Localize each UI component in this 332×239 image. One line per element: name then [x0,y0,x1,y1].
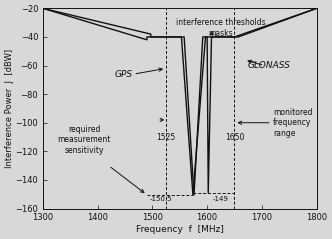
Text: interference thresholds
masks: interference thresholds masks [176,18,266,38]
X-axis label: Frequency  f  [MHz]: Frequency f [MHz] [136,225,224,234]
Y-axis label: Interference Power  J  [dBW]: Interference Power J [dBW] [5,49,14,168]
Text: -150.5: -150.5 [150,196,172,202]
Text: GLONASS: GLONASS [248,61,290,70]
Text: 1525: 1525 [156,133,176,142]
Text: monitored
frequency
range: monitored frequency range [273,108,312,138]
Text: -149: -149 [212,196,228,202]
Text: GPS: GPS [114,70,132,79]
Text: required
measurement
sensitivity: required measurement sensitivity [57,125,111,155]
Text: 1650: 1650 [225,133,244,142]
